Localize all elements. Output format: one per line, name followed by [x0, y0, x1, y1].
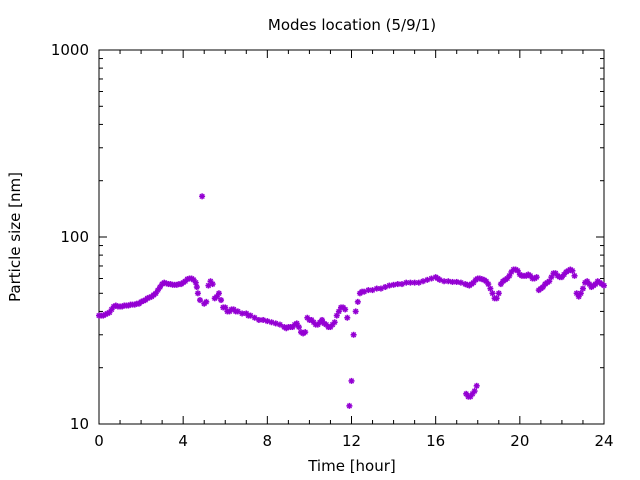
data-point	[342, 306, 349, 313]
data-point	[493, 295, 500, 302]
chart-title: Modes location (5/9/1)	[268, 16, 436, 34]
data-point	[579, 285, 586, 292]
data-point	[348, 377, 355, 384]
data-point	[365, 287, 372, 294]
data-point	[193, 284, 200, 291]
data-point	[352, 308, 359, 315]
data-point	[331, 319, 338, 326]
data-point	[260, 316, 267, 323]
data-point	[601, 282, 607, 289]
data-point	[487, 285, 494, 292]
plot-frame	[98, 49, 605, 425]
data-point	[276, 321, 283, 328]
minor-ticks	[99, 50, 604, 424]
data-point	[533, 274, 540, 281]
data-point	[569, 267, 576, 274]
x-tick-label: 20	[510, 432, 529, 450]
x-tick-label: 16	[426, 432, 445, 450]
data-point	[473, 382, 480, 389]
y-tick-labels: 10 100 1000	[51, 41, 89, 433]
data-point	[194, 290, 201, 297]
data-point	[346, 402, 353, 409]
data-point	[485, 281, 492, 288]
x-tick-label: 4	[178, 432, 188, 450]
data-point	[495, 290, 502, 297]
data-point	[344, 314, 351, 321]
data-point	[471, 388, 478, 395]
x-tick-label: 24	[594, 432, 613, 450]
data-point	[457, 279, 464, 286]
data-point	[272, 320, 279, 327]
x-tick-label: 0	[94, 432, 104, 450]
y-axis-title: Particle size [nm]	[6, 172, 24, 302]
data-points	[96, 193, 607, 409]
data-point	[197, 297, 203, 304]
data-point	[215, 290, 222, 297]
data-point	[354, 298, 361, 305]
y-tick-label: 100	[60, 228, 89, 246]
data-point	[192, 279, 199, 286]
data-point	[449, 278, 456, 285]
data-point	[295, 324, 302, 331]
data-point	[209, 281, 216, 288]
data-point	[302, 329, 309, 336]
x-tick-labels: 0 4 8 12 16 20 24	[94, 432, 613, 450]
y-tick-label: 1000	[51, 41, 89, 59]
x-tick-label: 8	[263, 432, 273, 450]
x-axis-title: Time [hour]	[307, 457, 396, 475]
data-point	[411, 279, 418, 286]
data-point	[571, 272, 578, 279]
major-ticks	[98, 49, 605, 425]
data-point	[264, 318, 271, 325]
data-point	[489, 290, 496, 297]
data-point	[203, 298, 210, 305]
data-point	[577, 290, 584, 297]
x-tick-label: 12	[342, 432, 361, 450]
data-point	[199, 193, 206, 200]
data-point	[268, 319, 275, 326]
y-tick-label: 10	[70, 415, 89, 433]
data-point	[218, 297, 225, 304]
data-point	[350, 331, 357, 338]
